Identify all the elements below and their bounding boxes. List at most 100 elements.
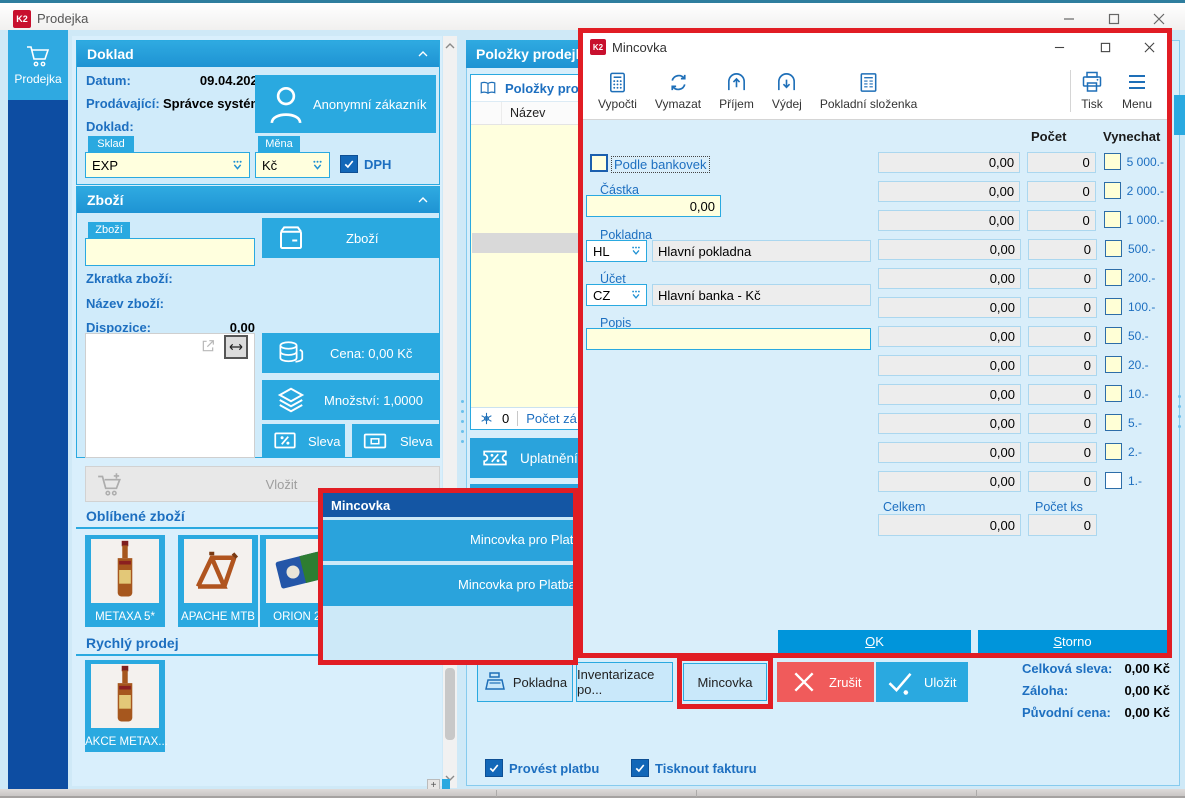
count-field[interactable]: 0 (1027, 152, 1096, 173)
vynechat-checkbox[interactable] (1103, 182, 1121, 199)
amount-field[interactable]: 0,00 (878, 442, 1021, 463)
panel-splitter[interactable] (459, 400, 465, 450)
product-tile[interactable]: METAXA 5* (85, 535, 165, 627)
amount-field[interactable]: 0,00 (878, 181, 1021, 202)
amount-field[interactable]: 0,00 (878, 297, 1021, 318)
sleva-percent-button[interactable]: Sleva (262, 424, 345, 458)
ucet-combobox[interactable]: CZ (586, 284, 647, 306)
vymazat-button[interactable]: Vymazat (646, 64, 710, 118)
vynechat-checkbox[interactable] (1105, 385, 1122, 402)
tisknout-fakturu-checkbox[interactable] (631, 759, 649, 777)
amount-field[interactable]: 0,00 (878, 210, 1021, 231)
product-tile[interactable]: AKCE METAX... (85, 660, 168, 752)
amount-field[interactable]: 0,00 (878, 471, 1021, 492)
vynechat-checkbox[interactable] (1105, 472, 1122, 489)
dropdown-icon[interactable] (629, 288, 643, 302)
sidebar-item-prodejka[interactable]: Prodejka (8, 30, 68, 100)
cena-button[interactable]: Cena: 0,00 Kč (262, 333, 440, 373)
dialog-close-button[interactable] (1133, 36, 1165, 59)
mena-field-label: Měna (258, 136, 300, 152)
chevron-up-icon[interactable] (415, 46, 431, 62)
popis-input[interactable] (586, 328, 871, 350)
scrollbar-thumb[interactable] (445, 668, 455, 740)
zbozi-button[interactable]: Zboží (262, 218, 440, 258)
pokladna-button[interactable]: Pokladna (477, 662, 573, 702)
zbozi-section-header[interactable]: Zboží (77, 187, 439, 213)
denomination-label: 2.- (1128, 445, 1143, 459)
window-maximize-button[interactable] (1091, 6, 1136, 32)
splitter-handle[interactable] (442, 779, 450, 792)
chevron-up-icon[interactable] (415, 192, 431, 208)
inventarizace-button[interactable]: Inventarizace po... (576, 662, 673, 702)
ulozit-button[interactable]: Uložit (876, 662, 968, 702)
mincovka-button[interactable]: Mincovka (683, 663, 767, 701)
count-field[interactable]: 0 (1028, 239, 1097, 260)
popup-menu-item[interactable]: Mincovka pro Platba k (323, 565, 573, 606)
vertical-scrollbar[interactable] (443, 36, 457, 788)
castka-input[interactable]: 0,00 (586, 195, 721, 217)
vynechat-checkbox[interactable] (1105, 327, 1122, 344)
zbozi-input[interactable] (85, 238, 255, 266)
tisk-button[interactable]: Tisk (1071, 64, 1113, 118)
popup-menu-item[interactable]: Mincovka pro Platb (323, 520, 573, 561)
count-field[interactable]: 0 (1028, 471, 1097, 492)
mena-combobox[interactable]: Kč (255, 152, 330, 178)
podle-bankovek-checkbox[interactable] (590, 154, 608, 172)
vynechat-checkbox[interactable] (1105, 443, 1122, 460)
panel-splitter[interactable] (1176, 395, 1182, 445)
dph-checkbox[interactable] (340, 155, 358, 173)
amount-field[interactable]: 0,00 (878, 355, 1021, 376)
sklad-combobox[interactable]: EXP (85, 152, 250, 178)
amount-field[interactable]: 0,00 (878, 268, 1021, 289)
count-field[interactable]: 0 (1028, 326, 1097, 347)
scroll-down-arrow[interactable] (443, 770, 457, 786)
vynechat-checkbox[interactable] (1105, 269, 1122, 286)
doklad-section-header[interactable]: Doklad (77, 41, 439, 67)
vynechat-checkbox[interactable] (1105, 298, 1122, 315)
amount-field[interactable]: 0,00 (878, 384, 1021, 405)
vypocti-button[interactable]: Vypočti (589, 64, 646, 118)
dropdown-icon[interactable] (629, 244, 643, 258)
vynechat-checkbox[interactable] (1105, 414, 1122, 431)
count-field[interactable]: 0 (1028, 268, 1097, 289)
anonymni-zakaznik-button[interactable]: Anonymní zákazník (255, 75, 436, 133)
count-field[interactable]: 0 (1028, 442, 1097, 463)
hidden-button-edge (1174, 95, 1185, 135)
count-field[interactable]: 0 (1028, 355, 1097, 376)
dialog-minimize-button[interactable] (1043, 36, 1075, 59)
count-field[interactable]: 0 (1027, 181, 1096, 202)
vynechat-checkbox[interactable] (1103, 153, 1121, 170)
external-link-icon[interactable] (200, 338, 216, 354)
vynechat-checkbox[interactable] (1103, 211, 1121, 228)
dialog-maximize-button[interactable] (1089, 36, 1121, 59)
vynechat-checkbox[interactable] (1105, 356, 1122, 373)
zrusit-button[interactable]: Zrušit (777, 662, 874, 702)
pokladni-slozenka-button[interactable]: Pokladní složenka (811, 64, 926, 118)
product-tile[interactable]: APACHE MTB (178, 535, 258, 627)
scroll-up-arrow[interactable] (443, 38, 457, 54)
amount-field[interactable]: 0,00 (878, 152, 1021, 173)
count-field[interactable]: 0 (1028, 297, 1097, 318)
prijem-button[interactable]: Příjem (710, 64, 763, 118)
ucet-label: Účet (600, 272, 626, 286)
count-field[interactable]: 0 (1028, 413, 1097, 434)
pokladna-combobox[interactable]: HL (586, 240, 647, 262)
vynechat-checkbox[interactable] (1105, 240, 1122, 257)
mnozstvi-button[interactable]: Množství: 1,0000 (262, 380, 440, 420)
provest-platbu-checkbox[interactable] (485, 759, 503, 777)
count-field[interactable]: 0 (1027, 210, 1096, 231)
amount-field[interactable]: 0,00 (878, 239, 1021, 260)
dropdown-icon[interactable] (310, 158, 325, 173)
amount-field[interactable]: 0,00 (878, 326, 1021, 347)
menu-button[interactable]: Menu (1113, 64, 1161, 118)
dropdown-icon[interactable] (230, 158, 245, 173)
vydej-button[interactable]: Výdej (763, 64, 811, 118)
window-minimize-button[interactable] (1046, 6, 1091, 32)
amount-field[interactable]: 0,00 (878, 413, 1021, 434)
resize-icon[interactable] (224, 335, 248, 359)
sleva-banknote-button[interactable]: Sleva (352, 424, 440, 458)
count-field[interactable]: 0 (1028, 384, 1097, 405)
window-close-button[interactable] (1136, 6, 1181, 32)
